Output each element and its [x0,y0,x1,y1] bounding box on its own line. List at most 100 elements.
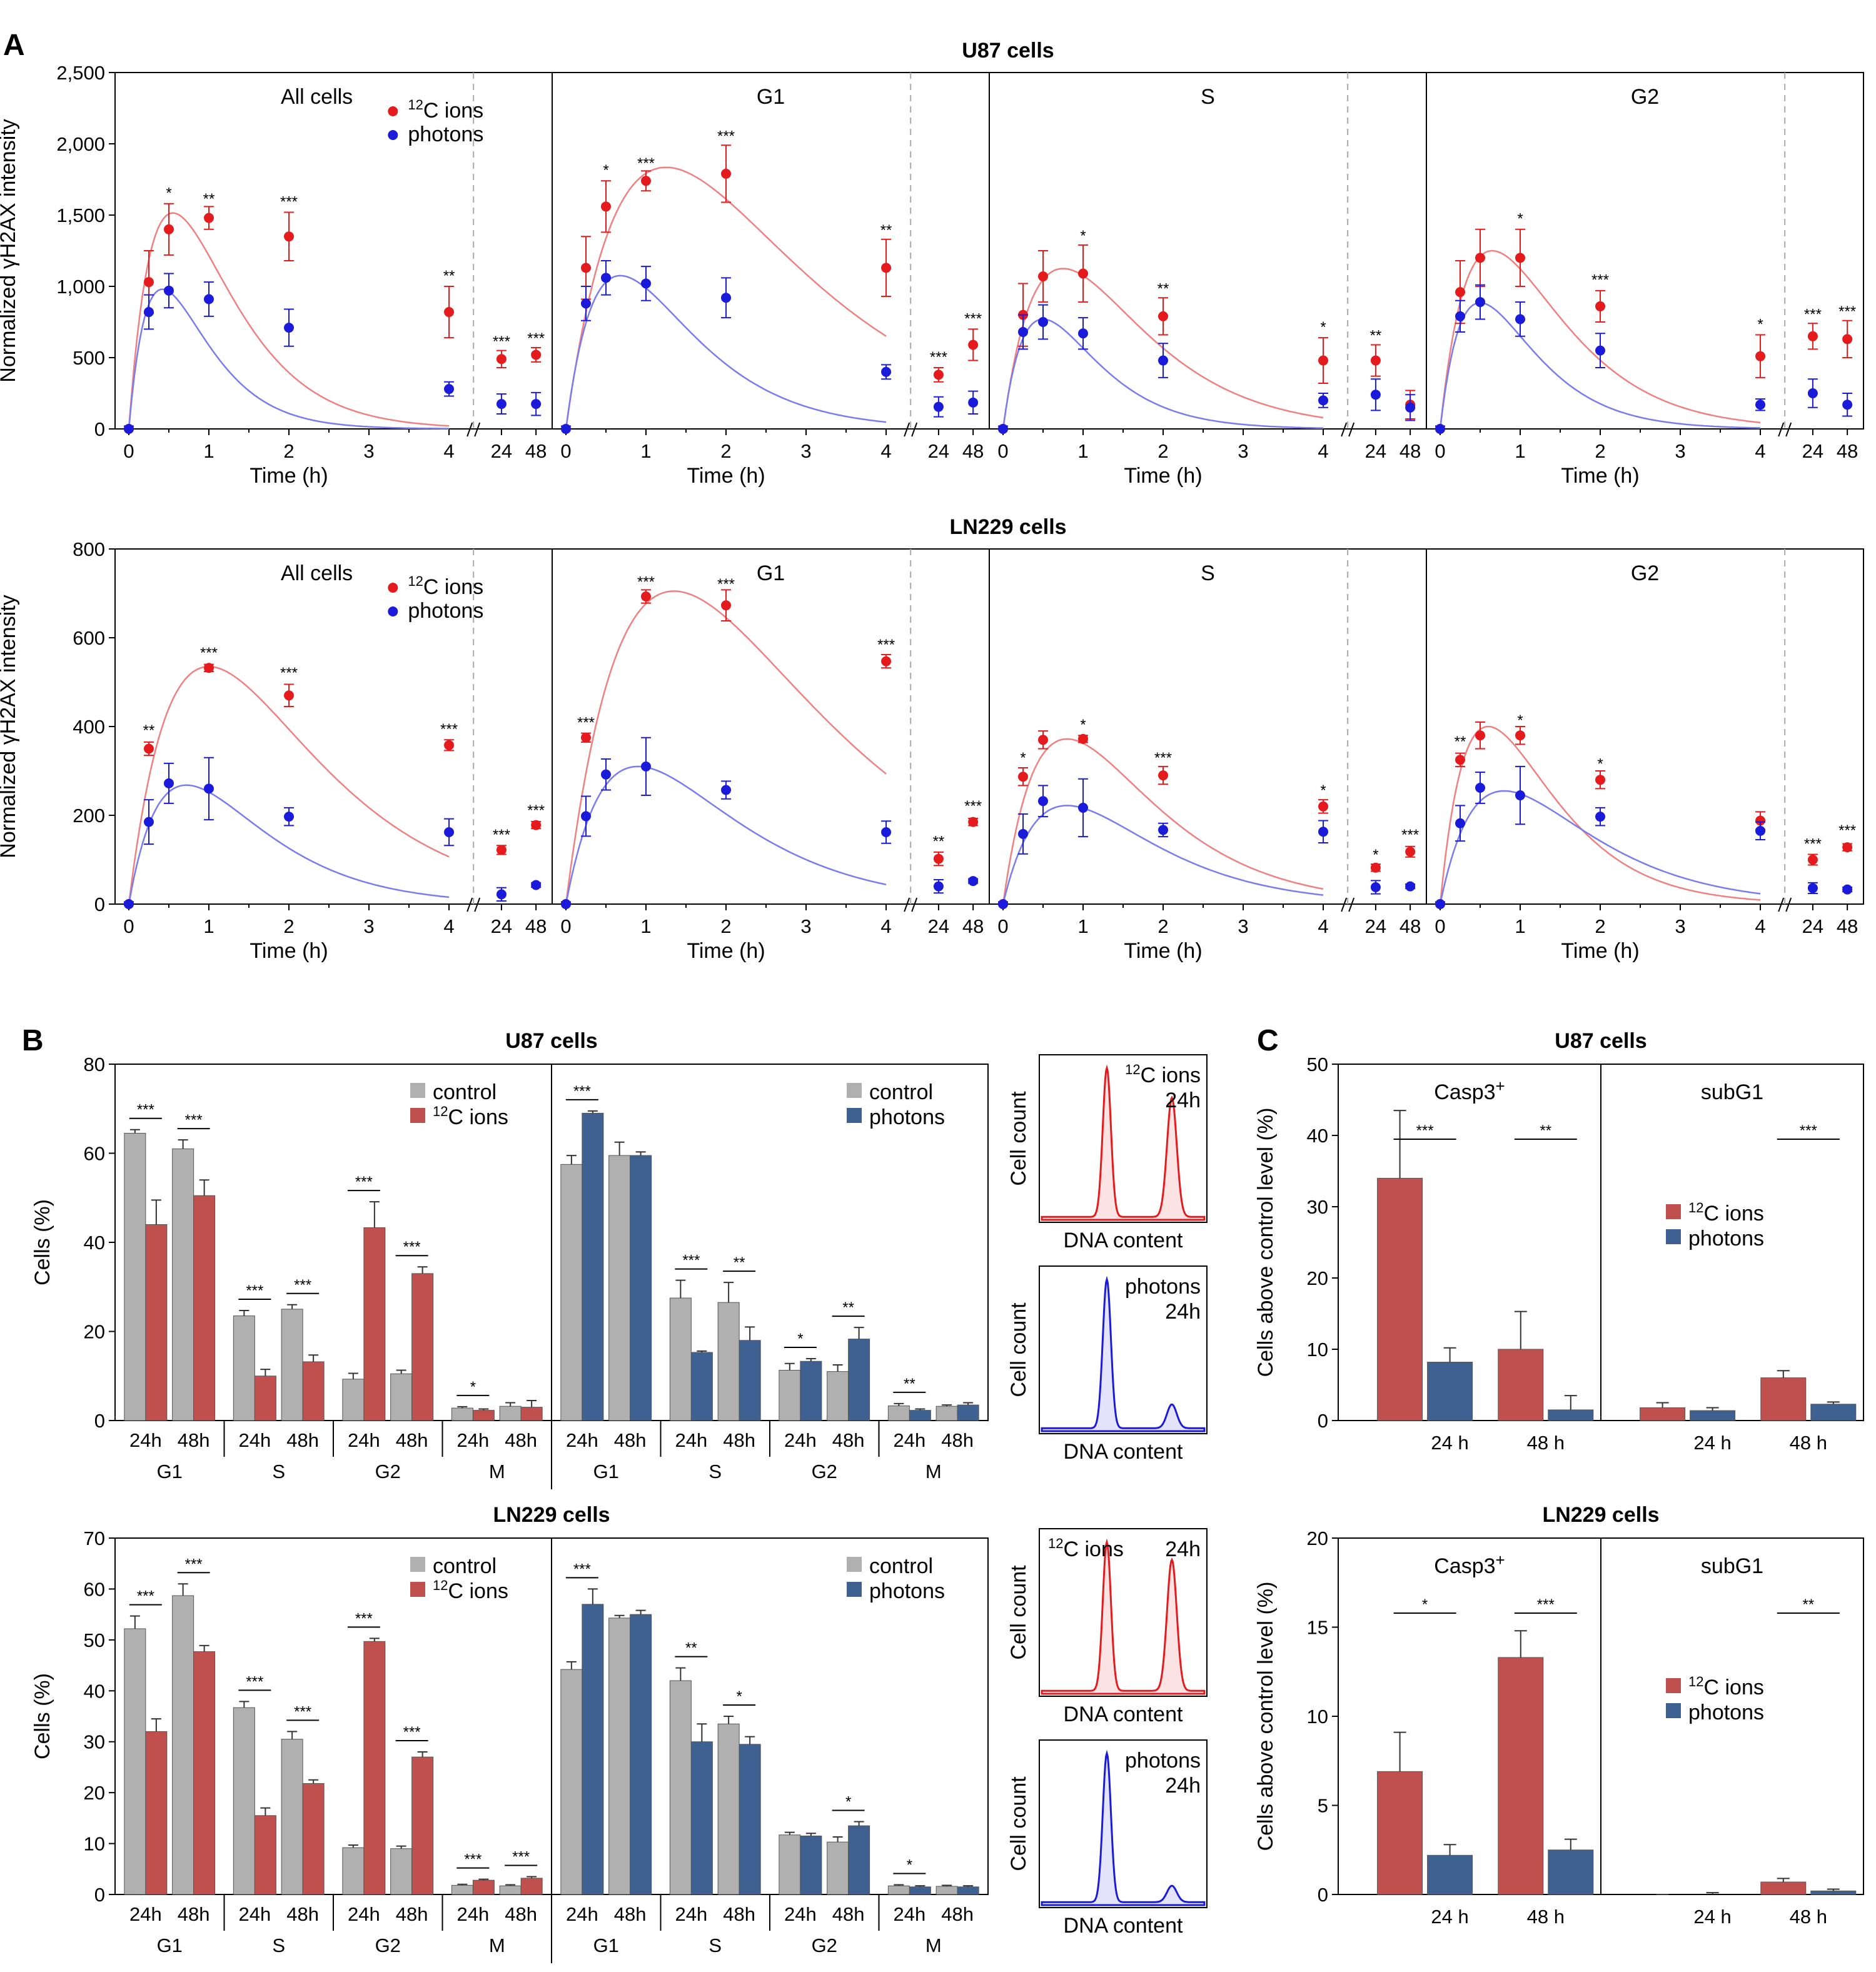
photons-late-point [1405,402,1416,413]
photons-point [1435,424,1445,434]
x-tick-label: 24 [491,440,512,462]
significance-star: * [736,1688,742,1705]
y-tick-label: 200 [73,805,105,827]
x-tick-label: 4 [1755,440,1765,462]
x-tick-label: 1 [1077,440,1088,462]
significance-star: *** [137,1588,154,1605]
chart-title: LN229 cells [1542,1503,1659,1527]
c_ions-point [641,591,652,601]
photons-late-point [496,399,507,410]
c_ions-late-point [933,370,944,380]
significance-star: * [1320,319,1326,336]
photons-point [1435,899,1445,909]
x-tick-label: 24 h [1431,1432,1468,1454]
significance-star: *** [1800,1122,1817,1139]
chart-title: U87 cells [1555,1029,1647,1053]
x-axis-label: Time (h) [1124,464,1202,488]
photons-late-point [1807,388,1818,398]
c_ions-point [881,656,892,667]
photons-point [444,827,455,837]
legend-marker [388,106,398,116]
significance-star: ** [842,1299,854,1316]
legend-marker [388,583,398,593]
subpanel-title: S [1201,561,1215,585]
significance-star: ** [1370,328,1382,345]
significance-star: ** [143,722,155,739]
photons-late-point [933,401,944,412]
y-tick-label: 1,000 [56,276,105,298]
significance-star: ** [203,191,215,208]
x-group-label: M [925,1934,942,1956]
x-tick-label: 24h [566,1429,598,1451]
significance-star: *** [355,1174,373,1190]
c-ions-fit-curve [1439,725,1761,905]
c_ions-point [204,663,214,673]
significance-star: * [797,1331,803,1347]
photons-point [1078,802,1089,813]
c_ions-late-point [531,820,542,830]
significance-star: * [1320,782,1326,799]
subpanel-title: G1 [757,561,785,585]
legend-label: photons [869,1579,945,1603]
photons-bar [1690,1410,1736,1421]
legend-swatch [410,1557,425,1572]
legend-label: photons [408,123,483,146]
x-tick-label: 3 [1238,440,1248,462]
y-tick-label: 40 [84,1680,105,1702]
histogram-y-label: Cell count [1007,1091,1031,1186]
subpanel-title: subG1 [1701,1080,1763,1104]
control-bar [935,1406,958,1421]
y-tick-label: 20 [84,1321,105,1343]
significance-star: ** [443,268,455,284]
x-tick-label: 48h [286,1903,319,1925]
subpanel-title: G2 [1631,561,1659,585]
c_ions-point [641,176,652,186]
c-ions-bar [1498,1657,1544,1895]
x-group-label: G2 [812,1461,837,1482]
c_ions-point [1515,730,1526,741]
photons-point [721,293,732,303]
histogram-time: 24h [1165,1537,1201,1561]
x-group-label: G2 [375,1461,401,1482]
c_ions-point [1158,311,1169,321]
histogram-x-label: DNA content [1064,1703,1183,1726]
legend-swatch [410,1083,425,1098]
chart-A_U87: U87 cells Normalized γH2AX intensity 0 500 1… [0,39,1864,488]
panel-label-a: A [3,29,25,62]
control-bar [608,1617,631,1895]
photons-bar [690,1352,713,1421]
significance-star: *** [637,155,655,172]
x-tick-label: 3 [1675,915,1685,937]
photons-point [1455,818,1466,828]
histogram-frame [1039,1054,1208,1223]
y-tick-label: 0 [94,1410,105,1432]
significance-star: ** [1455,733,1466,750]
histogram-curve [1041,1275,1206,1432]
photons-late-point [933,881,944,892]
significance-star: *** [280,193,298,210]
x-tick-label: 48h [505,1429,537,1451]
significance-star: * [1757,316,1763,333]
photons-point [204,294,214,304]
y-tick-label: 2,000 [56,133,105,155]
y-tick-label: 40 [84,1232,105,1254]
x-tick-label: 4 [880,440,891,462]
significance-star: ** [1540,1122,1551,1139]
photons-point [1018,326,1029,337]
c_ions-point [164,224,174,234]
x-tick-label: 2 [720,915,731,937]
histogram-frame [1039,1265,1208,1434]
x-axis-label: Time (h) [1561,939,1639,963]
x-tick-label: 24h [129,1429,162,1451]
legend-label: 12C ions [433,1104,508,1129]
c_ions-point [1078,268,1089,279]
y-tick-label: 10 [84,1833,105,1855]
photons-point [881,827,892,837]
photons-bar [957,1404,979,1421]
x-tick-label: 4 [1755,915,1765,937]
axis-break-mark [1778,422,1792,437]
control-bar [124,1132,146,1421]
photons-bar [1427,1854,1473,1895]
c-ions-bar [1377,1771,1423,1895]
photons-point [581,811,592,822]
